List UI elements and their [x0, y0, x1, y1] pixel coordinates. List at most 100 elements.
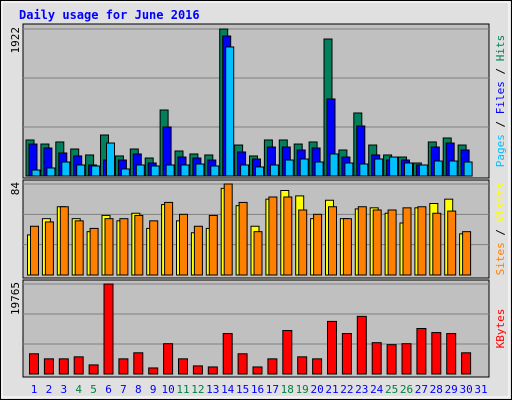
bar [404, 162, 413, 177]
bar [165, 164, 175, 177]
bar [431, 332, 442, 375]
bar [119, 218, 129, 276]
bar [29, 353, 39, 375]
x-tick-label: 11 [176, 383, 189, 396]
bar [298, 209, 308, 276]
bar [402, 207, 412, 276]
bar [446, 333, 457, 375]
legend: Pages / Files / Hits [494, 35, 507, 168]
bar [30, 225, 39, 276]
bar [432, 212, 442, 276]
bar [179, 213, 188, 276]
legend-entry: Pages [494, 134, 507, 167]
x-tick-label: 31 [474, 383, 487, 396]
x-tick-label: 30 [459, 383, 472, 396]
legend-entry: Visits [494, 183, 507, 223]
bar [268, 196, 278, 276]
x-tick-label: 9 [150, 383, 157, 396]
legend-separator: / [494, 222, 507, 242]
x-tick-label: 12 [191, 383, 204, 396]
bar [389, 156, 399, 177]
y-tick-label: 19765 [9, 282, 22, 315]
bar [371, 342, 382, 375]
bar [148, 367, 159, 375]
x-tick-label: 17 [266, 383, 279, 396]
bar [253, 231, 263, 276]
bar [133, 352, 144, 375]
bar [223, 183, 233, 276]
bar [225, 46, 235, 177]
bar [312, 358, 323, 375]
x-tick-label: 22 [340, 383, 353, 396]
bar [238, 201, 248, 276]
legend: Sites / Visits [494, 183, 507, 276]
bar [267, 358, 278, 375]
bar [297, 356, 308, 375]
bar [207, 366, 218, 375]
bar [386, 344, 397, 375]
bar [284, 159, 294, 177]
bar [134, 214, 144, 276]
bar [192, 365, 203, 375]
bar [106, 142, 115, 177]
bar [461, 352, 472, 375]
x-tick-label: 2 [46, 383, 53, 396]
bar [328, 206, 337, 276]
bar [222, 333, 233, 375]
bar [417, 206, 427, 276]
x-tick-label: 15 [236, 383, 249, 396]
chart-title: Daily usage for June 2016 [19, 8, 200, 22]
bar [327, 320, 337, 375]
bar [416, 328, 427, 375]
y-tick-label: 1922 [9, 27, 22, 54]
bar [120, 168, 130, 177]
legend: KBytes [494, 309, 507, 349]
x-tick-label: 27 [415, 383, 428, 396]
legend-separator: / [494, 114, 507, 134]
legend-entry: Files [494, 81, 507, 114]
bar [118, 358, 129, 375]
bar [59, 206, 69, 276]
bar [163, 343, 174, 375]
bar [342, 218, 352, 276]
bar [372, 209, 382, 276]
bar [61, 161, 71, 177]
x-tick-label: 28 [430, 383, 443, 396]
bar [462, 231, 472, 276]
bar [43, 358, 54, 375]
bar [283, 196, 293, 276]
bar [418, 164, 428, 177]
bar [401, 343, 412, 375]
bar [359, 163, 369, 177]
bar [178, 358, 188, 375]
x-tick-label: 8 [135, 383, 142, 396]
x-tick-label: 16 [251, 383, 264, 396]
bar [91, 165, 101, 177]
x-tick-label: 29 [445, 383, 458, 396]
bar [88, 364, 99, 375]
x-tick-label: 5 [90, 383, 97, 396]
x-tick-label: 20 [310, 383, 323, 396]
bar [58, 358, 69, 375]
bar [193, 225, 203, 276]
bar [180, 164, 190, 177]
x-tick-label: 23 [355, 383, 368, 396]
x-tick-label: 3 [60, 383, 67, 396]
bar [195, 163, 205, 177]
bar [164, 201, 174, 276]
bar [329, 153, 339, 177]
bar [44, 221, 54, 276]
legend-separator: / [494, 61, 507, 81]
bar [269, 164, 279, 177]
bar [356, 315, 367, 375]
bar [374, 158, 384, 177]
x-tick-label: 13 [206, 383, 219, 396]
bar [344, 162, 354, 177]
bar [433, 160, 443, 177]
x-tick-label: 10 [161, 383, 174, 396]
x-tick-label: 7 [120, 383, 127, 396]
bar [89, 227, 99, 276]
bar [447, 210, 457, 276]
bar [46, 167, 56, 177]
